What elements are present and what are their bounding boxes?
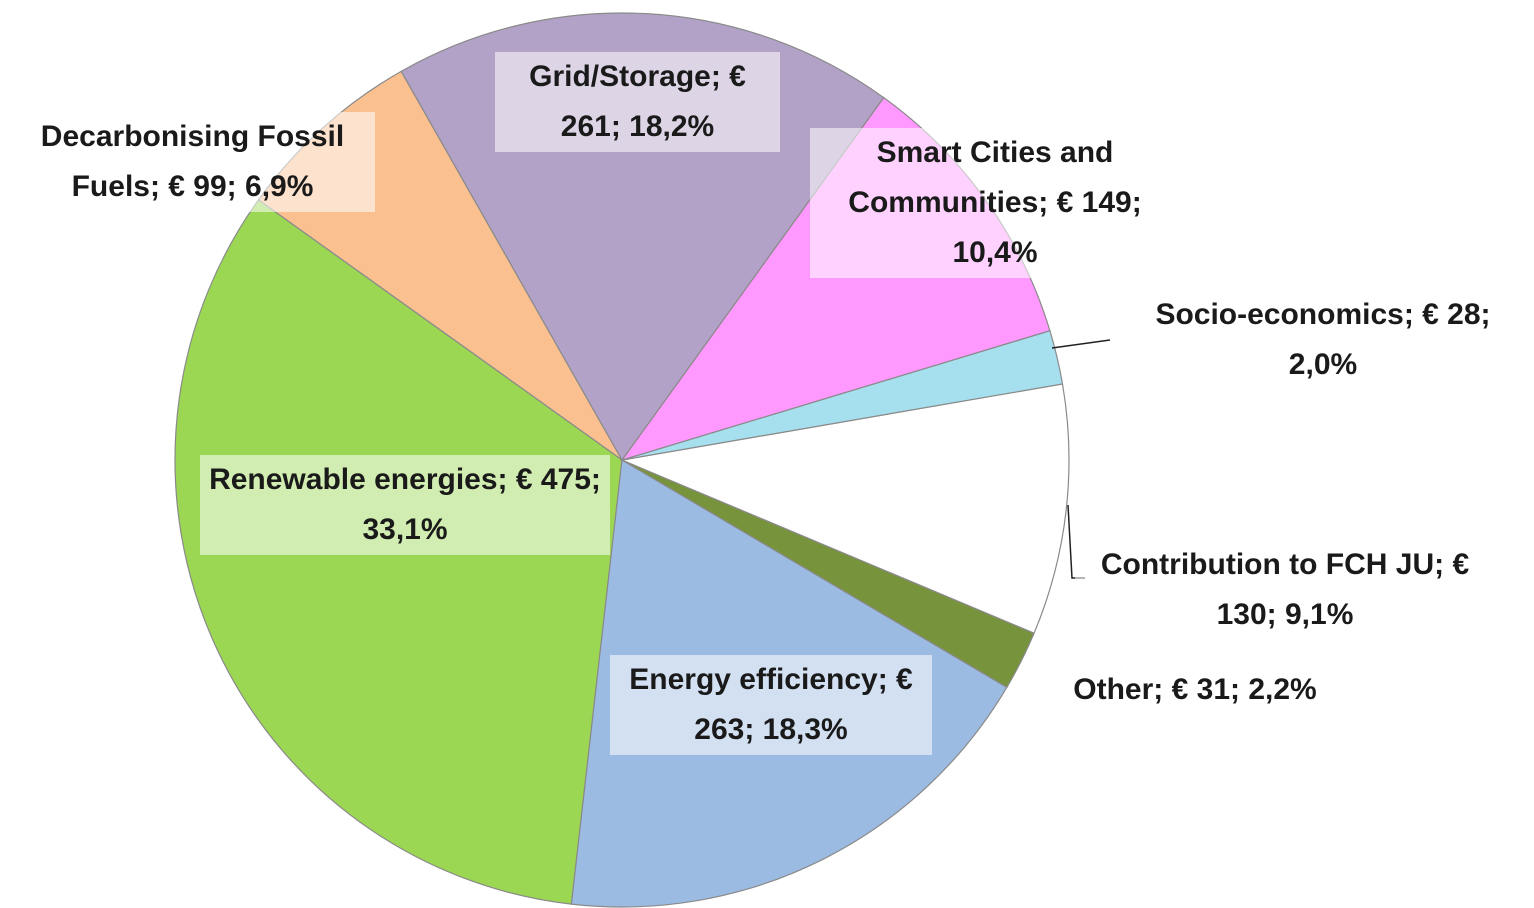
data-label: Contribution to FCH JU; € 130; 9,1% (1075, 540, 1495, 640)
leader-line (1051, 339, 1111, 349)
data-label: Grid/Storage; € 261; 18,2% (495, 52, 780, 152)
pie-slice (619, 383, 1070, 634)
data-label: Socio-economics; € 28; 2,0% (1118, 290, 1528, 390)
data-label: Decarbonising Fossil Fuels; € 99; 6,9% (10, 112, 375, 212)
data-label: Energy efficiency; € 263; 18,3% (610, 655, 932, 755)
data-label: Smart Cities and Communities; € 149; 10,… (810, 128, 1180, 278)
data-label: Other; € 31; 2,2% (1035, 665, 1355, 715)
data-label: Renewable energies; € 475; 33,1% (200, 455, 610, 555)
